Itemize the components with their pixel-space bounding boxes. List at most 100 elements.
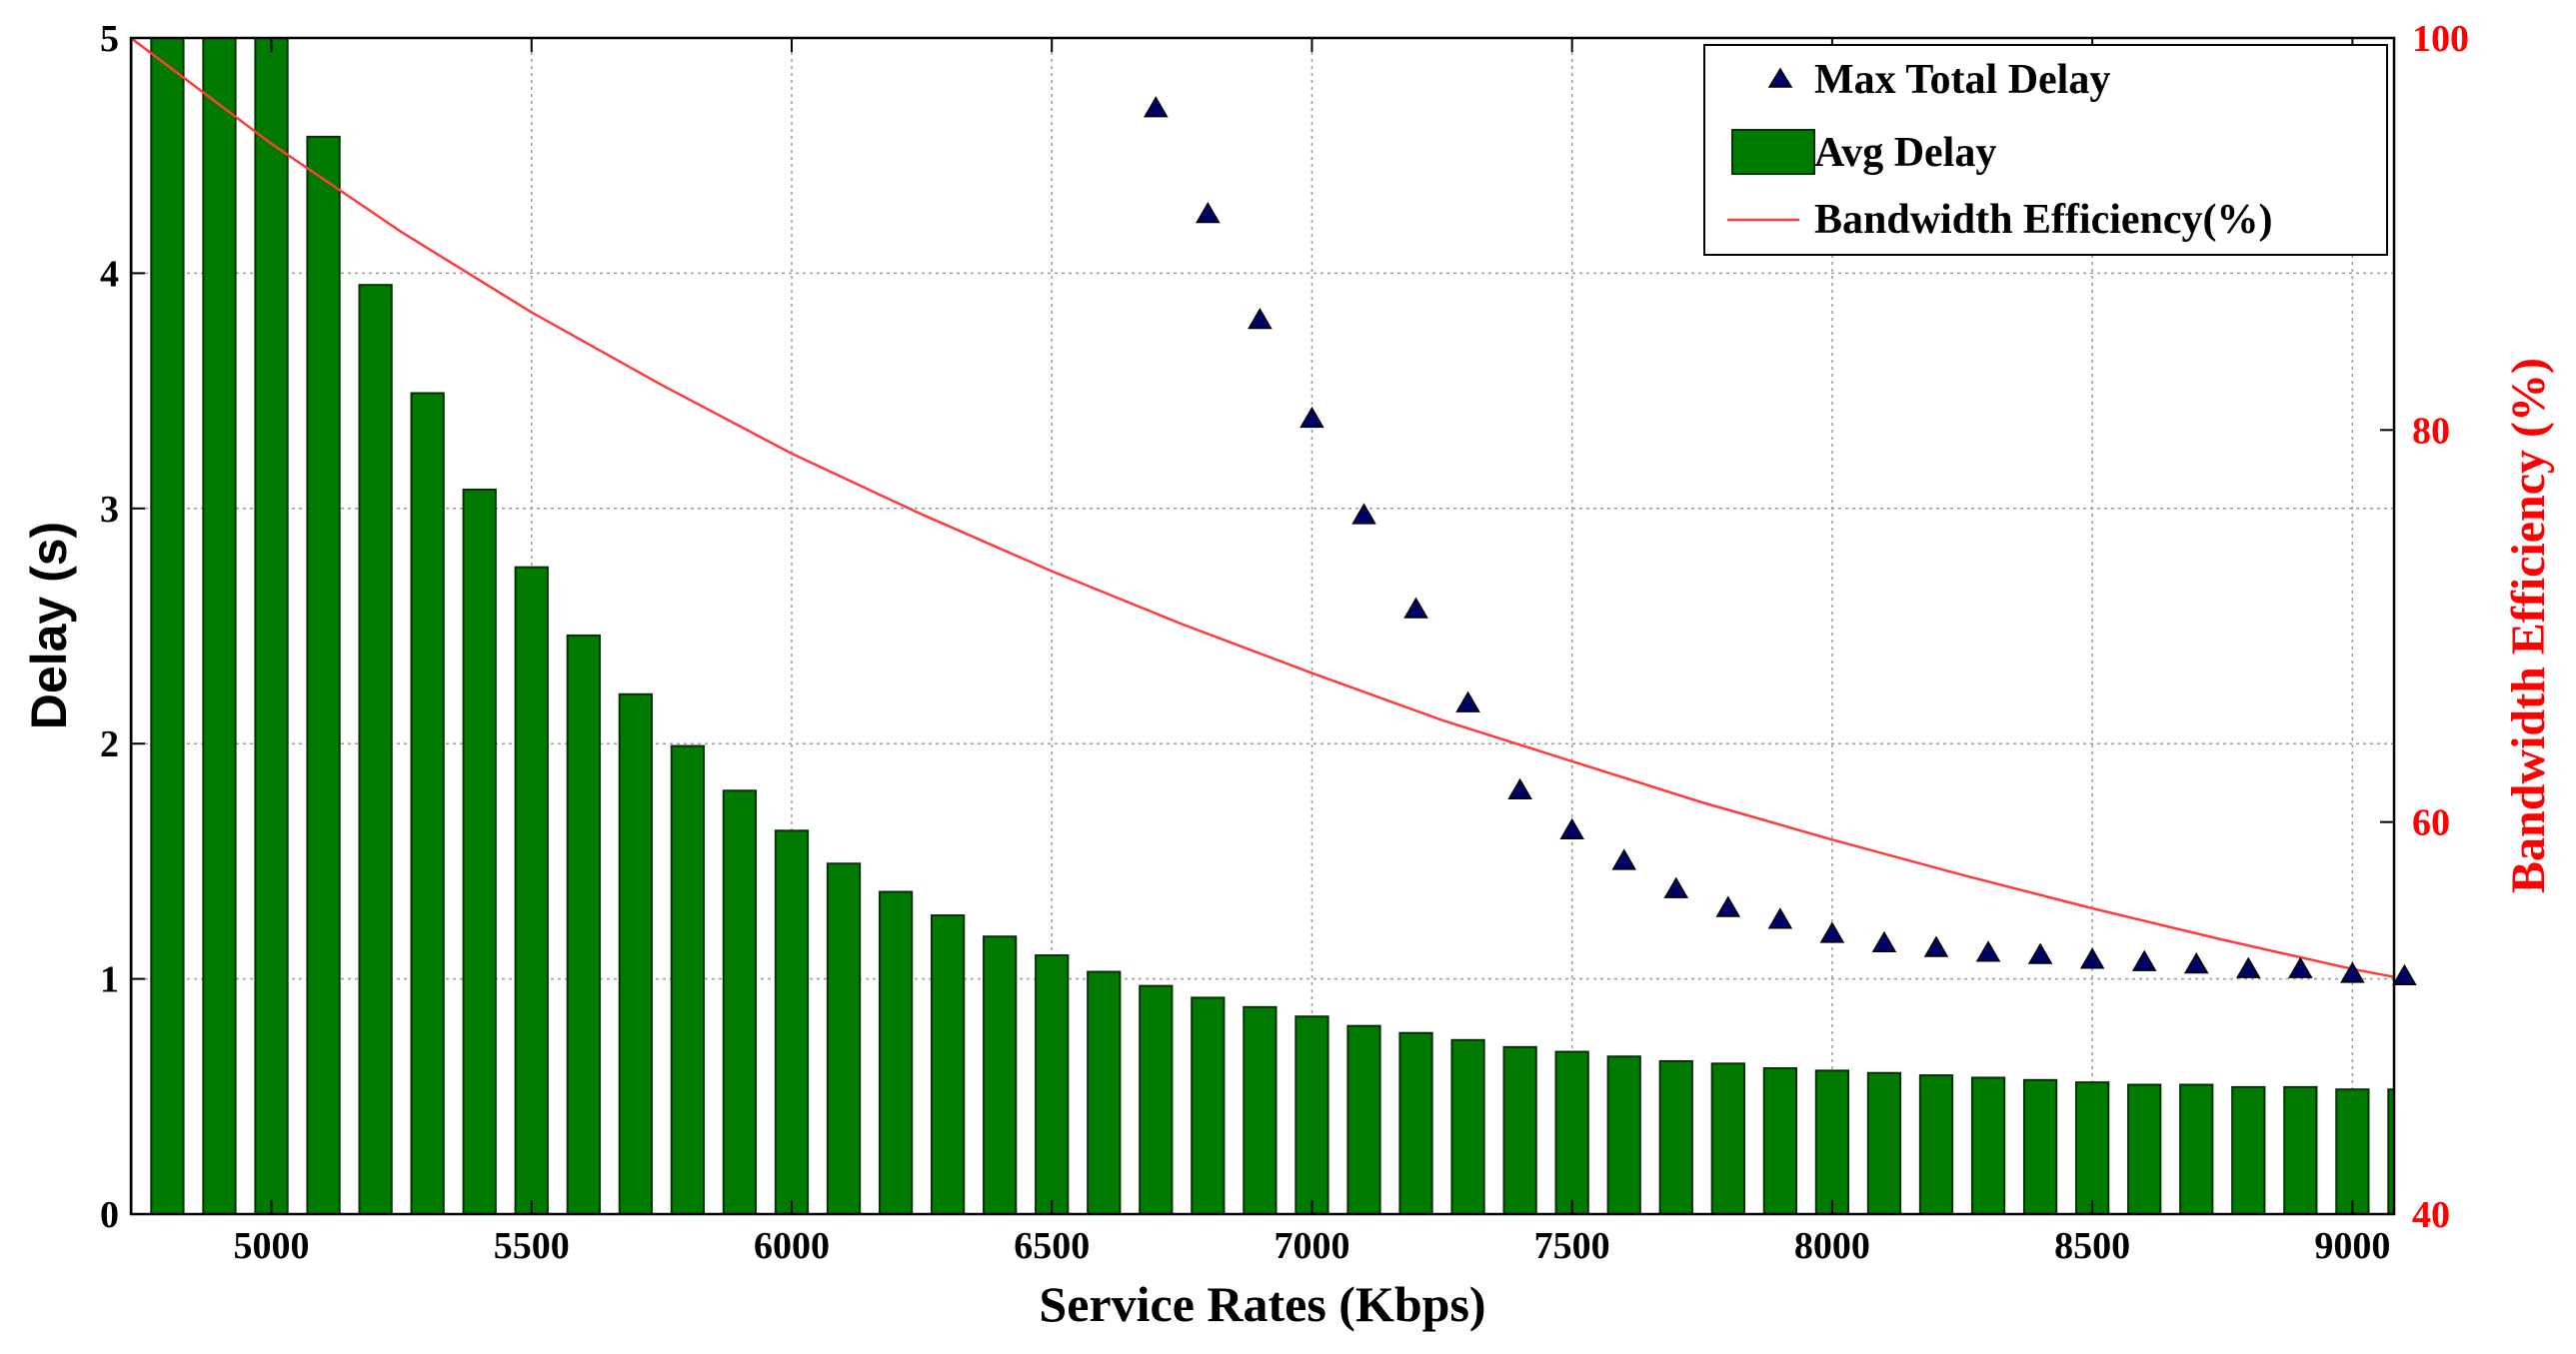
max-total-delay-marker: [2392, 963, 2417, 985]
avg-delay-bar: [2074, 1081, 2110, 1214]
avg-delay-bar: [826, 862, 862, 1214]
legend-marker-triangle-icon: [1767, 67, 1793, 88]
x-tick-label: 9000: [2314, 1225, 2390, 1267]
max-total-delay-marker: [1663, 876, 1689, 898]
max-total-delay-marker: [1351, 503, 1376, 525]
avg-delay-bar: [202, 38, 237, 1214]
x-tick-label: 8000: [1794, 1225, 1870, 1267]
avg-delay-bar: [2283, 1085, 2318, 1214]
avg-delay-bar: [1087, 970, 1122, 1214]
x-tick-label: 7500: [1534, 1225, 1610, 1267]
x-tick-label: 5000: [234, 1225, 310, 1267]
avg-delay-bar: [1346, 1024, 1381, 1214]
avg-delay-bar: [150, 38, 185, 1214]
max-total-delay-marker: [2131, 949, 2157, 971]
avg-delay-bar: [1866, 1071, 1902, 1214]
max-total-delay-marker: [2183, 951, 2209, 974]
max-total-delay-markers: [1144, 96, 2417, 985]
avg-delay-bar: [2127, 1083, 2162, 1214]
max-total-delay-marker: [1715, 895, 1741, 917]
avg-delay-bar: [2179, 1083, 2214, 1214]
avg-delay-bar: [878, 890, 914, 1214]
legend-label-bandwidth-efficiency: Bandwidth Efficiency(%): [1814, 197, 2273, 243]
avg-delay-bar: [254, 38, 289, 1214]
max-total-delay-marker: [1611, 848, 1637, 870]
x-tick-label: 6000: [754, 1225, 830, 1267]
x-axis-label: Service Rates (Kbps): [1039, 1276, 1485, 1332]
y-right-tick-label: 40: [2412, 1194, 2450, 1236]
avg-delay-bar: [2022, 1078, 2058, 1214]
avg-delay-bar: [1554, 1050, 1589, 1214]
avg-delay-bar: [1139, 984, 1174, 1214]
avg-delay-bar: [930, 914, 966, 1214]
legend-label-max-total-delay: Max Total Delay: [1814, 57, 2110, 103]
avg-delay-bar: [1658, 1059, 1693, 1214]
max-total-delay-marker: [1871, 930, 1897, 953]
avg-delay-bar: [983, 935, 1018, 1214]
y-left-tick-label: 3: [100, 489, 119, 531]
max-total-delay-marker: [2288, 956, 2313, 978]
avg-delay-bar: [670, 744, 706, 1214]
x-tick-label: 5500: [494, 1225, 570, 1267]
x-tick-label: 8500: [2054, 1225, 2130, 1267]
legend-label-avg-delay: Avg Delay: [1814, 130, 1996, 176]
bandwidth-efficiency-line: [131, 38, 2394, 978]
avg-delay-bar: [1710, 1062, 1745, 1214]
max-total-delay-marker: [1507, 777, 1532, 800]
plot-frame: [129, 36, 2396, 1216]
avg-delay-bar: [2387, 1088, 2394, 1214]
max-total-delay-marker: [2235, 956, 2261, 978]
avg-delay-bar: [462, 488, 497, 1214]
avg-delay-bar: [1606, 1055, 1641, 1214]
legend-box: [1703, 44, 2388, 256]
bandwidth-efficiency-series: [131, 38, 2394, 978]
avg-delay-bar: [1294, 1015, 1329, 1214]
max-total-delay-marker: [1767, 907, 1793, 929]
avg-delay-bar: [722, 789, 758, 1214]
max-total-delay-marker: [1559, 817, 1584, 840]
x-tick-label: 7000: [1274, 1225, 1349, 1267]
max-total-delay-marker: [1299, 406, 1324, 429]
y-left-tick-label: 2: [100, 723, 119, 765]
avg-delay-bar: [1243, 1005, 1278, 1214]
max-total-delay-marker: [1144, 96, 1169, 118]
y-left-tick-label: 1: [100, 959, 119, 1001]
y-right-tick-label: 60: [2412, 802, 2450, 844]
y-left-tick-label: 4: [100, 253, 119, 295]
right-y-axis-label: Bandwidth Efficiency (%): [2502, 358, 2555, 893]
legend: Max Total Delay Avg Delay Bandwidth Effi…: [1703, 44, 2388, 256]
avg-delay-bar: [1450, 1038, 1485, 1214]
x-tick-label: 6500: [1014, 1225, 1090, 1267]
avg-delay-bar: [1762, 1067, 1797, 1214]
avg-delay-bar: [2231, 1085, 2266, 1214]
max-total-delay-marker: [1819, 921, 1845, 943]
avg-delay-bar: [1970, 1076, 2006, 1214]
y-left-tick-label: 0: [100, 1194, 119, 1236]
avg-delay-bar: [1035, 954, 1070, 1214]
avg-delay-bar: [514, 566, 549, 1214]
max-total-delay-marker: [2079, 947, 2105, 969]
y-right-tick-label: 80: [2412, 410, 2450, 452]
avg-delay-bar: [2335, 1088, 2370, 1214]
avg-delay-bar: [410, 392, 445, 1214]
max-total-delay-marker: [1196, 202, 1221, 224]
legend-swatch-bar: [1731, 129, 1815, 175]
avg-delay-bar: [566, 634, 601, 1214]
y-right-tick-label: 100: [2412, 18, 2469, 60]
tick-labels: 5000 5500 6000 6500 7000 7500 8000 8500 9000 0 1 2 3…: [100, 18, 2469, 1267]
avg-delay-bar: [1398, 1031, 1433, 1214]
max-total-delay-marker: [1923, 935, 1949, 957]
max-total-delay-marker: [1403, 597, 1428, 619]
avg-delay-bar: [1814, 1069, 1850, 1214]
avg-delay-bars: [131, 38, 2394, 1214]
max-total-delay-marker: [1455, 690, 1480, 712]
avg-delay-bar: [1191, 996, 1226, 1214]
left-y-axis-label: Delay (s): [21, 522, 77, 729]
y-left-tick-label: 5: [100, 18, 119, 60]
max-total-delay-marker: [2340, 961, 2365, 983]
avg-delay-bar: [131, 38, 133, 1214]
avg-delay-bar: [1502, 1045, 1537, 1214]
avg-delay-bar: [358, 284, 393, 1214]
avg-delay-bar: [774, 829, 810, 1214]
